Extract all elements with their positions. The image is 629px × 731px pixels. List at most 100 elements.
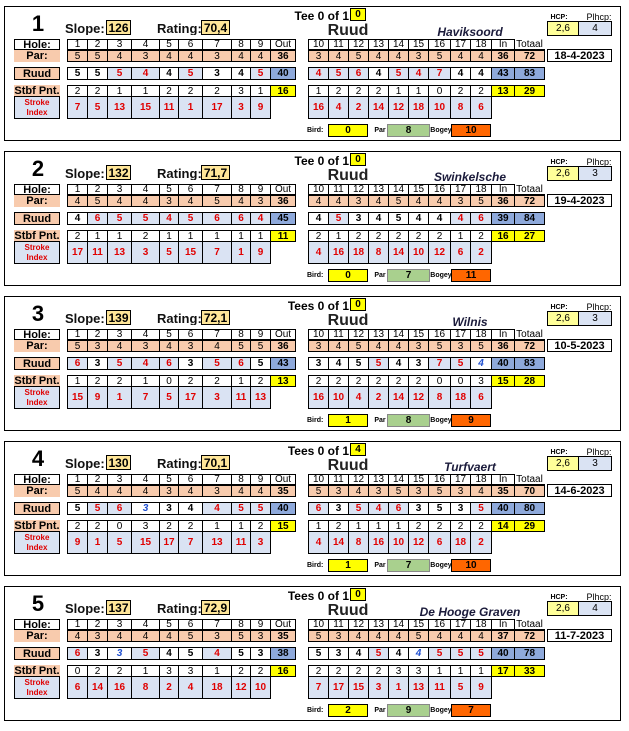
tee-value: 4	[350, 443, 366, 456]
hole-stroke-index: 2	[470, 241, 492, 264]
hole-score: 5	[107, 67, 132, 80]
plhcp-value: 3	[578, 311, 612, 326]
hole-par: 4	[470, 50, 492, 62]
stbf-in: 13	[491, 85, 515, 97]
plhcp-label: Plhcp:	[586, 446, 612, 457]
total-label: Totaal	[514, 619, 545, 630]
plhcp-value: 4	[578, 21, 612, 36]
hole-par: 5	[428, 485, 451, 497]
hole-score: 5	[450, 647, 471, 660]
hole-par: 5	[408, 630, 429, 642]
hole-stroke-index: 17	[202, 96, 232, 119]
hole-par: 4	[408, 195, 429, 207]
total-label: Totaal	[514, 329, 545, 340]
date-value: 18-4-2023	[547, 49, 612, 62]
player-row-label: Ruud	[14, 212, 60, 225]
par-out: 35	[270, 630, 296, 642]
slope-value: 126	[106, 20, 131, 35]
hole-score: 5	[67, 67, 88, 80]
hole-score: 5	[178, 647, 203, 660]
hole-stroke-index: 7	[308, 676, 329, 699]
hole-label: Hole:	[14, 329, 60, 340]
hole-number: 15	[408, 619, 429, 630]
hole-number: 4	[131, 329, 160, 340]
hole-stroke-index: 16	[107, 676, 132, 699]
hole-score: 5	[428, 502, 451, 515]
hole-stroke-index: 11	[159, 96, 179, 119]
hole-stroke-index: 17	[159, 531, 179, 554]
out-label: Out	[270, 474, 296, 485]
hcp-label: HCP:	[550, 13, 568, 21]
hole-number: 7	[202, 474, 232, 485]
hole-par: 4	[348, 485, 369, 497]
par-out: 36	[270, 340, 296, 352]
plhcp-label: Plhcp:	[586, 156, 612, 167]
hole-number: 7	[202, 39, 232, 50]
rating-value: 71,7	[201, 165, 230, 180]
hole-score: 4	[159, 212, 179, 225]
hole-par: 3	[87, 340, 108, 352]
hole-number: 10	[308, 329, 329, 340]
score-total: 84	[514, 212, 545, 225]
hole-number: 6	[178, 474, 203, 485]
tee-value: 0	[350, 8, 366, 21]
hole-number: 9	[250, 184, 271, 195]
hole-par: 4	[428, 630, 451, 642]
hole-score: 5	[107, 212, 132, 225]
plhcp-label: Plhcp:	[586, 11, 612, 22]
hole-number: 9	[250, 474, 271, 485]
hcp-label: HCP:	[550, 303, 568, 311]
hole-stroke-index: 11	[87, 241, 108, 264]
out-label: Out	[270, 184, 296, 195]
bogey-label: Bogey	[430, 271, 452, 279]
hole-stroke-index: 7	[202, 241, 232, 264]
par-out: 36	[270, 195, 296, 207]
hole-number: 12	[348, 619, 369, 630]
hole-par: 4	[87, 485, 108, 497]
round-card: 5 Slope: 137 Rating: 72,9 Tees 0 of 1 0 Ruud De …	[4, 586, 621, 721]
hole-number: 1	[67, 39, 88, 50]
stbf-in: 16	[491, 230, 515, 242]
hole-number: 15	[408, 184, 429, 195]
hole-number: 2	[87, 39, 108, 50]
bogey-label: Bogey	[430, 706, 452, 714]
date-value: 11-7-2023	[547, 629, 612, 642]
hole-score: 7	[428, 67, 451, 80]
rating-label: Rating:	[157, 601, 202, 615]
hole-stroke-index: 11	[231, 531, 251, 554]
hole-par: 5	[428, 340, 451, 352]
hole-score: 5	[450, 357, 471, 370]
hole-number: 9	[250, 619, 271, 630]
hole-par: 4	[231, 50, 251, 62]
hole-score: 4	[408, 67, 429, 80]
score-total: 78	[514, 647, 545, 660]
hole-par: 5	[67, 485, 88, 497]
hole-number: 3	[107, 39, 132, 50]
hole-number: 6	[178, 39, 203, 50]
hole-score: 5	[348, 502, 369, 515]
hole-number: 5	[159, 474, 179, 485]
out-label: Out	[270, 39, 296, 50]
par-count-label: Par	[374, 706, 386, 714]
hole-score: 4	[348, 647, 369, 660]
hole-par: 4	[178, 195, 203, 207]
hole-number: 1	[67, 474, 88, 485]
course-name: Turfvaert	[444, 459, 496, 474]
hole-number: 4	[131, 474, 160, 485]
rating-value: 72,9	[201, 600, 230, 615]
hole-score: 3	[450, 502, 471, 515]
hole-par: 5	[231, 630, 251, 642]
hole-par: 3	[178, 340, 203, 352]
hole-stroke-index: 1	[388, 676, 409, 699]
birdie-count: 1	[328, 559, 368, 572]
bogey-label: Bogey	[430, 416, 452, 424]
hole-score: 5	[328, 212, 349, 225]
slope-value: 130	[106, 455, 131, 470]
hole-score: 5	[470, 502, 492, 515]
slope-value: 132	[106, 165, 131, 180]
hole-par: 3	[131, 50, 160, 62]
hole-number: 11	[328, 619, 349, 630]
hole-par: 3	[408, 50, 429, 62]
hole-stroke-index: 10	[428, 96, 451, 119]
hole-par: 3	[202, 630, 232, 642]
